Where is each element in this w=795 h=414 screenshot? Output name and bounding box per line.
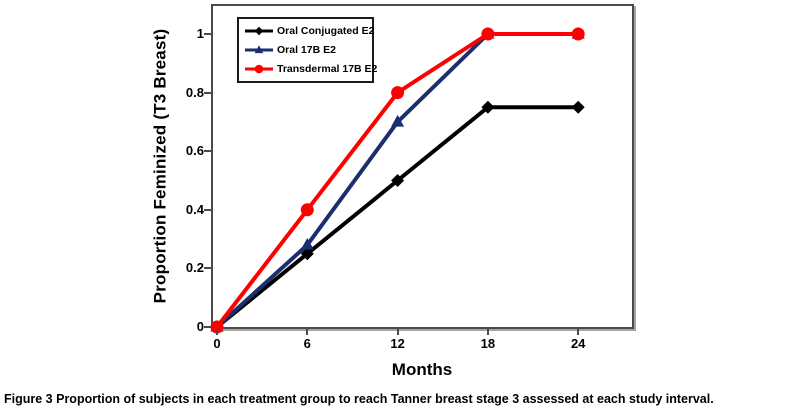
triangle-marker-oral-17b-e2 (391, 114, 405, 127)
x-tick-label: 0 (213, 336, 221, 351)
series-line-oral-conjugated-e2 (215, 105, 579, 329)
x-tick-label: 18 (480, 336, 496, 351)
y-tick-mark (204, 91, 211, 94)
x-axis-title: Months (391, 360, 453, 379)
diamond-marker-oral-conjugated-e2 (391, 174, 405, 187)
chart-canvas (210, 26, 585, 334)
legend-label: Oral Conjugated E2 (277, 24, 375, 37)
y-tick-label: 0 (196, 319, 204, 334)
circle-marker-transdermal-17b-e2 (391, 86, 405, 100)
y-tick-label: 0.8 (185, 84, 204, 100)
circle-marker-legend (254, 65, 264, 74)
circle-marker-transdermal-17b-e2 (210, 320, 224, 334)
diamond-marker-oral-conjugated-e2 (481, 100, 495, 114)
circle-marker-transdermal-17b-e2 (300, 203, 314, 217)
x-tick-mark (577, 329, 580, 335)
y-tick-mark (204, 150, 211, 153)
y-tick-mark (204, 208, 211, 211)
y-tick-mark (204, 33, 211, 35)
y-tick-label: 0.6 (185, 143, 204, 159)
legend-row-oral-17b-e2: Oral 17B E2 (244, 40, 372, 59)
x-tick-mark (396, 329, 399, 335)
legend-row-transdermal-17b-e2: Transdermal 17B E2 (244, 60, 377, 79)
x-tick-label: 12 (390, 336, 405, 351)
diamond-marker-oral-conjugated-e2 (300, 247, 314, 261)
y-tick-mark (204, 326, 211, 328)
y-tick-label: 0.2 (185, 260, 204, 276)
diamond-marker-oral-conjugated-e2 (571, 100, 585, 114)
legend: Oral Conjugated E2 Oral 17B E2 Transdermal… (237, 17, 377, 83)
circle-marker-transdermal-17b-e2 (481, 27, 495, 41)
x-tick-mark (306, 329, 309, 335)
legend-label: Oral 17B E2 (277, 43, 336, 56)
x-tick-label: 6 (303, 336, 311, 351)
legend-swatch-diamond-icon (245, 26, 273, 35)
legend-row-oral-conjugated-e2: Oral Conjugated E2 (244, 21, 375, 40)
y-tick-mark (204, 267, 211, 270)
y-tick-label: 0.4 (185, 201, 204, 217)
diamond-marker-legend (254, 26, 264, 35)
figure-caption: Figure 3 Proportion of subjects in each … (4, 392, 792, 406)
y-axis-title: Proportion Feminized (T3 Breast) (150, 28, 170, 304)
plot-area (210, 4, 634, 334)
legend-label: Transdermal 17B E2 (277, 63, 378, 76)
x-tick-mark (486, 329, 489, 335)
caption-text: Proportion of subjects in each treatment… (56, 392, 714, 406)
caption-label: Figure 3 (4, 392, 53, 406)
circle-marker-transdermal-17b-e2 (571, 27, 585, 41)
legend-swatch-triangle-icon (245, 45, 273, 54)
x-tick-label: 24 (570, 336, 586, 351)
x-tick-mark (216, 329, 218, 335)
triangle-marker-legend (254, 45, 264, 54)
y-tick-label: 1 (196, 26, 204, 41)
triangle-marker-oral-17b-e2 (300, 237, 314, 250)
legend-swatch-circle-icon (245, 65, 273, 74)
